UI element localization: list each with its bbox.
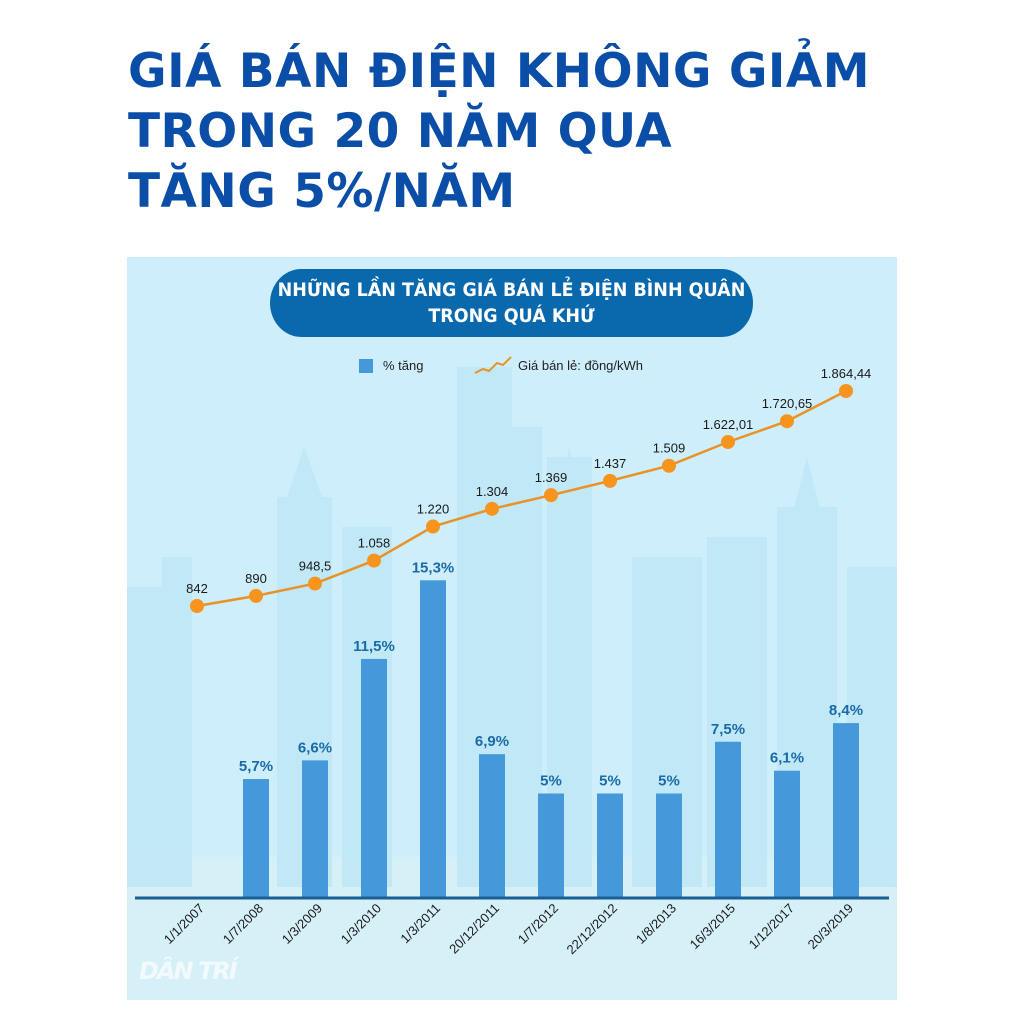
bar-value-label: 7,5% <box>711 721 745 738</box>
bar-series <box>243 580 859 897</box>
x-tick-label: 20/12/2011 <box>446 901 502 957</box>
headline-line-2: TRONG 20 NĂM QUA <box>128 104 673 159</box>
headline-line-3: TĂNG 5%/NĂM <box>128 164 516 219</box>
bar-value-label: 11,5% <box>353 638 395 655</box>
price-marker <box>544 488 558 503</box>
legend-bar-swatch-icon <box>359 359 373 373</box>
x-tick-label: 20/3/2019 <box>805 901 857 953</box>
bar-value-label: 5% <box>658 773 680 790</box>
x-tick-label: 1/8/2013 <box>633 901 679 947</box>
x-tick-label: 16/3/2015 <box>687 901 739 953</box>
bar-value-label: 6,9% <box>475 733 509 750</box>
price-value-label: 842 <box>186 581 208 596</box>
price-line <box>196 389 847 608</box>
price-value-label: 948,5 <box>299 559 332 574</box>
chart-title-line-2: TRONG QUÁ KHỨ <box>428 305 595 327</box>
price-value-label: 1.220 <box>417 502 450 517</box>
headline-line-1: GIÁ BÁN ĐIỆN KHÔNG GIẢM <box>128 44 871 99</box>
price-marker <box>249 588 263 603</box>
bar-value-label: 6,1% <box>770 750 804 767</box>
x-tick-label: 1/12/2017 <box>746 901 798 953</box>
price-markers <box>190 384 853 613</box>
price-value-label: 1.864,44 <box>821 366 872 381</box>
price-marker <box>780 414 794 429</box>
price-marker <box>485 501 499 516</box>
bar <box>243 779 269 897</box>
bar-value-label: 6,6% <box>298 739 332 756</box>
bar-value-label: 15,3% <box>412 559 455 576</box>
x-tick-label: 1/3/2009 <box>279 901 325 947</box>
price-value-labels: 842 890 948,5 1.058 1.220 1.304 1.369 1.437 1.50… <box>186 366 871 596</box>
price-value-label: 1.437 <box>594 456 627 471</box>
chart-panel: 5,7% 6,6% 11,5% 15,3% 6,9% 5% 5% 5% 7,5% 6,1% 8,4%… <box>127 257 897 1000</box>
headline: GIÁ BÁN ĐIỆN KHÔNG GIẢM TRONG 20 NĂM QUA… <box>128 42 870 222</box>
bar-value-labels: 5,7% 6,6% 11,5% 15,3% 6,9% 5% 5% 5% 7,5% 6,1% 8,4% <box>239 559 863 789</box>
price-value-label: 1.058 <box>358 536 391 551</box>
x-tick-label: 1/3/2010 <box>338 901 384 947</box>
x-axis-tick-labels: 1/1/2007 1/7/2008 1/3/2009 1/3/2010 1/3/2011… <box>161 901 856 958</box>
chart-title-pill: NHỮNG LẦN TĂNG GIÁ BÁN LẺ ĐIỆN BÌNH QUÂN… <box>270 269 753 337</box>
bar <box>420 580 446 897</box>
price-value-label: 1.622,01 <box>703 417 754 432</box>
bar <box>597 793 623 897</box>
bar <box>361 658 387 897</box>
x-tick-label: 22/12/2012 <box>563 901 620 958</box>
chart-title-line-1: NHỮNG LẦN TĂNG GIÁ BÁN LẺ ĐIỆN BÌNH QUÂN <box>277 279 746 301</box>
bar-value-label: 8,4% <box>829 702 863 719</box>
bar-value-label: 5% <box>599 773 621 790</box>
bar-value-label: 5,7% <box>239 758 273 775</box>
price-value-label: 1.369 <box>535 470 568 485</box>
bar-value-label: 5% <box>540 773 562 790</box>
bar <box>774 770 800 897</box>
price-marker <box>308 576 322 591</box>
x-tick-label: 1/7/2012 <box>515 901 561 947</box>
price-value-label: 1.509 <box>653 441 686 456</box>
price-value-label: 1.720,65 <box>762 396 813 411</box>
price-marker <box>190 599 204 613</box>
bar <box>302 760 328 897</box>
price-value-label: 1.304 <box>476 484 509 499</box>
chart-canvas: 5,7% 6,6% 11,5% 15,3% 6,9% 5% 5% 5% 7,5% 6,1% 8,4%… <box>127 356 897 958</box>
legend-line-icon <box>474 356 512 374</box>
bar <box>656 793 682 897</box>
bar <box>538 793 564 897</box>
bar <box>479 754 505 897</box>
price-value-label: 890 <box>245 571 267 586</box>
legend-bar-label: % tăng <box>383 358 424 373</box>
legend-line-label: Giá bán lẻ: đồng/kWh <box>518 358 644 373</box>
price-marker <box>721 434 735 449</box>
dantri-watermark-logo: DÂN TRÍ <box>139 957 238 985</box>
price-marker <box>839 384 853 398</box>
x-tick-label: 1/3/2011 <box>397 901 443 947</box>
x-tick-label: 1/1/2007 <box>161 901 207 947</box>
price-marker <box>367 553 381 568</box>
bar <box>715 741 741 897</box>
bar <box>833 723 859 897</box>
price-marker <box>603 473 617 488</box>
price-marker <box>662 458 676 473</box>
price-marker <box>426 519 440 534</box>
x-tick-label: 1/7/2008 <box>220 901 266 947</box>
